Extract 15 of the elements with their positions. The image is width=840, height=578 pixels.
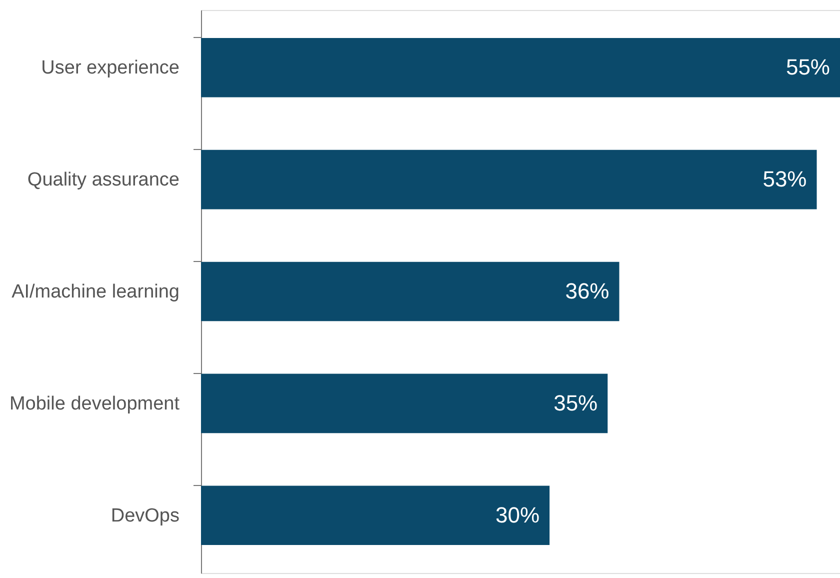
bar: [201, 262, 620, 322]
y-tick-label: User experience: [41, 58, 180, 79]
data-label: 35%: [554, 390, 598, 416]
data-label: 55%: [786, 54, 830, 80]
y-tick-label: Mobile development: [9, 393, 180, 414]
y-tick-label: Quality assurance: [27, 170, 180, 191]
data-label: 30%: [496, 502, 540, 528]
bar: [201, 486, 550, 546]
data-label: 53%: [762, 166, 807, 192]
bar: [201, 38, 840, 98]
bar: [201, 374, 608, 434]
y-tick-label: AI/machine learning: [12, 282, 180, 302]
bar: [201, 150, 817, 210]
y-tick-label: DevOps: [110, 505, 180, 526]
data-label: 36%: [565, 278, 610, 304]
